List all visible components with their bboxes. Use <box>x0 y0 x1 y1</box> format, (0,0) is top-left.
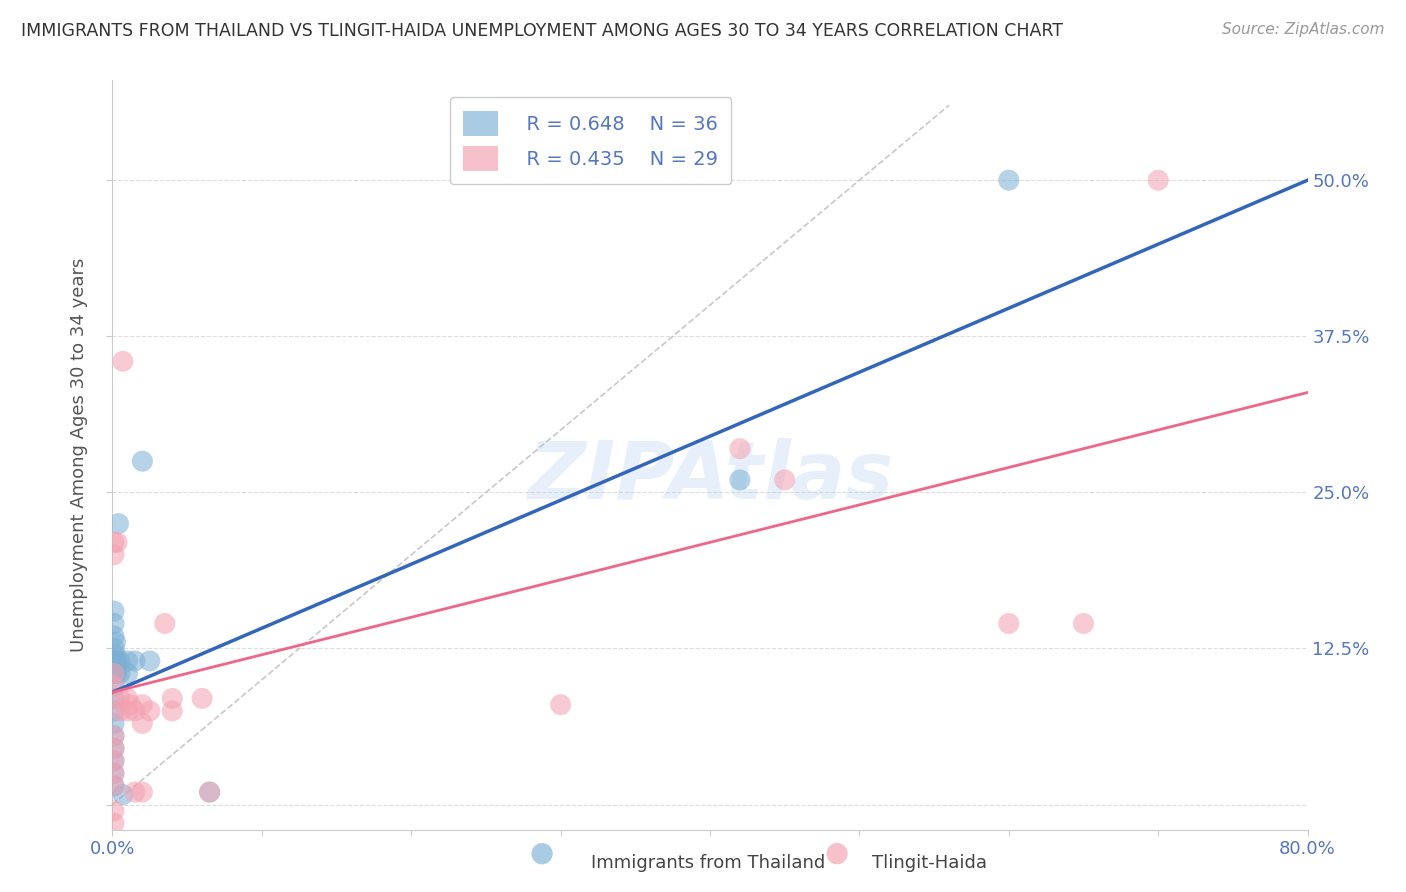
Point <box>105 666 128 681</box>
Point <box>103 691 125 706</box>
Legend:   R = 0.648    N = 36,   R = 0.435    N = 29: R = 0.648 N = 36, R = 0.435 N = 29 <box>450 97 731 185</box>
Point <box>191 691 214 706</box>
Point <box>104 648 127 662</box>
Point <box>103 666 125 681</box>
Y-axis label: Unemployment Among Ages 30 to 34 years: Unemployment Among Ages 30 to 34 years <box>70 258 89 652</box>
Point <box>103 766 125 780</box>
Text: ●: ● <box>824 839 849 867</box>
Point <box>103 704 125 718</box>
Point <box>198 785 221 799</box>
Point <box>103 679 125 693</box>
Point <box>103 679 125 693</box>
Point <box>103 816 125 830</box>
Point <box>103 754 125 768</box>
Point <box>107 516 129 531</box>
Point <box>117 666 139 681</box>
Point <box>103 729 125 743</box>
Point <box>103 729 125 743</box>
Point <box>104 666 127 681</box>
Point <box>104 654 127 668</box>
Point <box>728 442 751 456</box>
Point <box>103 779 125 793</box>
Point <box>550 698 572 712</box>
Point <box>103 766 125 780</box>
Point <box>104 635 127 649</box>
Point <box>198 785 221 799</box>
Point <box>103 741 125 756</box>
Point <box>105 535 128 549</box>
Point <box>131 716 153 731</box>
Point <box>103 548 125 562</box>
Point <box>1073 616 1095 631</box>
Point <box>124 785 146 799</box>
Point <box>108 654 131 668</box>
Point <box>773 473 796 487</box>
Point <box>103 716 125 731</box>
Point <box>124 704 146 718</box>
Point <box>131 454 153 468</box>
Point <box>111 788 134 802</box>
Point <box>139 704 162 718</box>
Point <box>153 616 176 631</box>
Point <box>105 654 128 668</box>
Point <box>103 641 125 656</box>
Point <box>124 654 146 668</box>
Point <box>108 691 131 706</box>
Point <box>139 654 162 668</box>
Text: Tlingit-Haida: Tlingit-Haida <box>872 855 987 872</box>
Point <box>103 741 125 756</box>
Point <box>103 666 125 681</box>
Text: ZIPAtlas: ZIPAtlas <box>527 438 893 516</box>
Point <box>120 698 142 712</box>
Point <box>131 698 153 712</box>
Point <box>108 666 131 681</box>
Point <box>117 691 139 706</box>
Point <box>117 654 139 668</box>
Point <box>103 616 125 631</box>
Point <box>111 354 134 368</box>
Point <box>103 629 125 643</box>
Point <box>1147 173 1170 187</box>
Point <box>131 785 153 799</box>
Point <box>103 654 125 668</box>
Text: IMMIGRANTS FROM THAILAND VS TLINGIT-HAIDA UNEMPLOYMENT AMONG AGES 30 TO 34 YEARS: IMMIGRANTS FROM THAILAND VS TLINGIT-HAID… <box>21 22 1063 40</box>
Point <box>728 473 751 487</box>
Point <box>108 704 131 718</box>
Point <box>117 704 139 718</box>
Point <box>998 173 1021 187</box>
Point <box>162 691 183 706</box>
Point <box>103 779 125 793</box>
Text: ●: ● <box>529 839 554 867</box>
Text: Source: ZipAtlas.com: Source: ZipAtlas.com <box>1222 22 1385 37</box>
Point <box>998 616 1021 631</box>
Point <box>103 804 125 818</box>
Point <box>103 604 125 618</box>
Point <box>103 754 125 768</box>
Text: Immigrants from Thailand: Immigrants from Thailand <box>591 855 825 872</box>
Point <box>162 704 183 718</box>
Point <box>103 535 125 549</box>
